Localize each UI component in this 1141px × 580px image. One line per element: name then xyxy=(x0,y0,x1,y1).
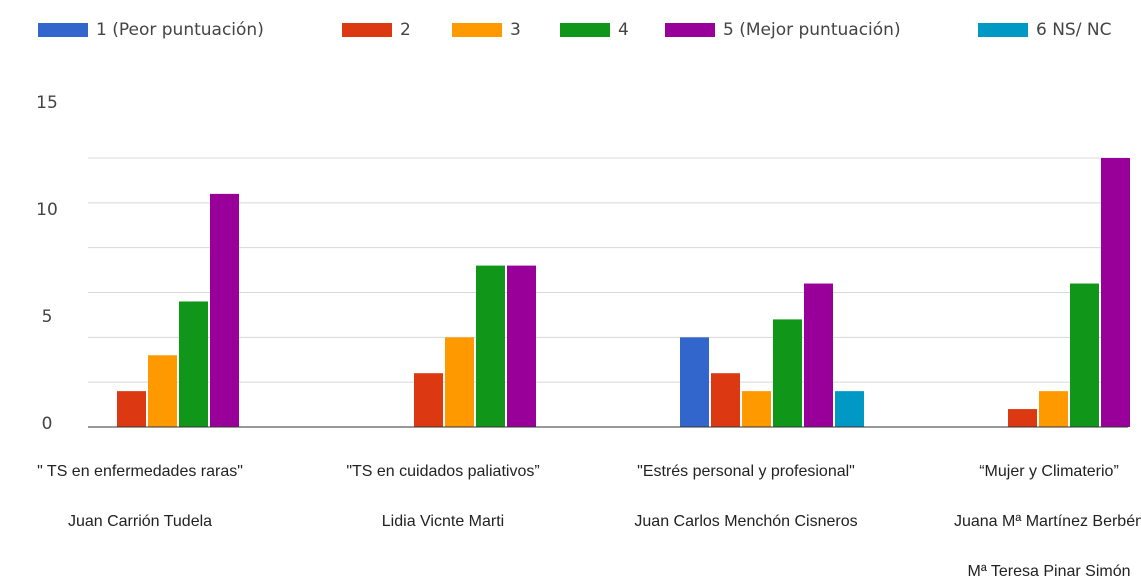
x-tick-label: Juan Carrión Tudela xyxy=(68,513,212,530)
bar xyxy=(835,391,864,427)
legend-swatch xyxy=(452,23,502,37)
legend-swatch xyxy=(38,23,88,37)
bar xyxy=(476,265,505,427)
x-tick-label: " TS en enfermedades raras" xyxy=(37,463,243,480)
x-tick-label: Lidia Vicnte Marti xyxy=(382,513,504,530)
bar xyxy=(773,319,802,427)
bar xyxy=(1039,391,1068,427)
bar xyxy=(179,301,208,427)
bar xyxy=(414,373,443,427)
bar xyxy=(445,337,474,427)
bar xyxy=(1008,409,1037,427)
bar xyxy=(507,265,536,427)
legend-label: 6 NS/ NC xyxy=(1036,20,1111,40)
x-tick-label: “Mujer y Climaterio” xyxy=(979,463,1119,480)
x-tick-label: "TS en cuidados paliativos” xyxy=(346,463,539,480)
bar xyxy=(1070,283,1099,427)
bar xyxy=(711,373,740,427)
legend-swatch xyxy=(560,23,610,37)
y-tick-label: 0 xyxy=(42,414,53,434)
legend-label: 3 xyxy=(510,20,521,40)
bar xyxy=(148,355,177,427)
x-tick-label: Mª Teresa Pinar Simón xyxy=(967,563,1130,580)
legend-swatch xyxy=(342,23,392,37)
y-tick-label: 5 xyxy=(42,307,53,327)
x-tick-label: Juan Carlos Menchón Cisneros xyxy=(634,513,857,530)
bar xyxy=(804,283,833,427)
legend-label: 2 xyxy=(400,20,411,40)
bar xyxy=(1101,158,1130,427)
bar xyxy=(680,337,709,427)
y-tick-label: 10 xyxy=(36,200,58,220)
legend-label: 5 (Mejor puntuación) xyxy=(723,20,901,40)
y-tick-label: 15 xyxy=(36,93,58,113)
bar xyxy=(210,193,239,427)
legend-swatch xyxy=(978,23,1028,37)
legend-label: 1 (Peor puntuación) xyxy=(96,20,264,40)
legend-label: 4 xyxy=(618,20,629,40)
x-tick-label: Juana Mª Martínez Berbén xyxy=(954,513,1141,530)
bar xyxy=(117,391,146,427)
bar xyxy=(742,391,771,427)
x-tick-label: "Estrés personal y profesional" xyxy=(637,463,855,480)
legend-swatch xyxy=(665,23,715,37)
